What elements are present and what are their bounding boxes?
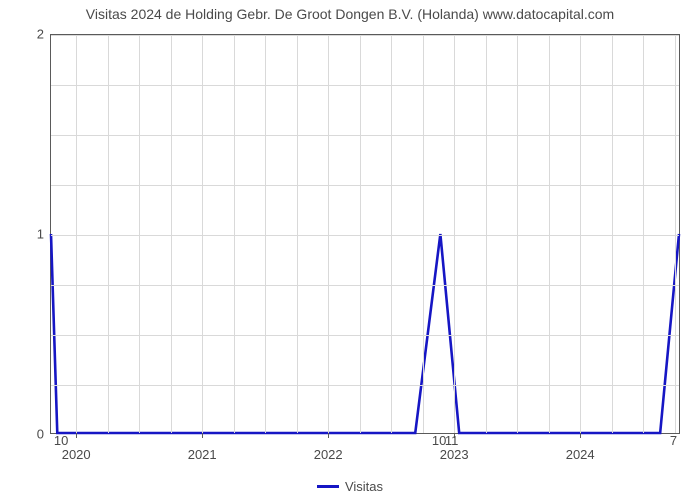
gridline-v-minor (265, 35, 266, 433)
gridline-v-minor (234, 35, 235, 433)
value-annotation: 7 (670, 433, 677, 448)
gridline-h (51, 385, 679, 386)
y-tick-label: 1 (4, 227, 44, 242)
x-year-label: 2021 (188, 447, 217, 462)
gridline-v-minor (139, 35, 140, 433)
x-year-label: 2022 (314, 447, 343, 462)
line-series (51, 35, 679, 433)
gridline-h (51, 335, 679, 336)
gridline-v-minor (171, 35, 172, 433)
gridline-v-minor (108, 35, 109, 433)
gridline-v-minor (643, 35, 644, 433)
x-tick-mark (76, 433, 77, 438)
gridline-v (76, 35, 77, 433)
gridline-v-minor (360, 35, 361, 433)
gridline-v-minor (549, 35, 550, 433)
gridline-v-minor (612, 35, 613, 433)
legend-label: Visitas (345, 479, 383, 494)
gridline-v (580, 35, 581, 433)
gridline-v-minor (297, 35, 298, 433)
x-tick-mark (580, 433, 581, 438)
gridline-h (51, 35, 679, 36)
gridline-v-minor (675, 35, 676, 433)
legend-swatch (317, 485, 339, 488)
y-tick-label: 0 (4, 427, 44, 442)
x-tick-mark (328, 433, 329, 438)
x-year-label: 2023 (440, 447, 469, 462)
gridline-v (454, 35, 455, 433)
gridline-h (51, 185, 679, 186)
gridline-v-minor (517, 35, 518, 433)
x-year-label: 2024 (566, 447, 595, 462)
gridline-v-minor (423, 35, 424, 433)
plot-area: 202020212022202320241010117 (50, 34, 680, 434)
gridline-h (51, 135, 679, 136)
gridline-h (51, 85, 679, 86)
value-annotation: 10 (54, 433, 68, 448)
x-year-label: 2020 (62, 447, 91, 462)
chart-title: Visitas 2024 de Holding Gebr. De Groot D… (0, 6, 700, 22)
gridline-v-minor (486, 35, 487, 433)
x-tick-mark (202, 433, 203, 438)
gridline-v (328, 35, 329, 433)
legend: Visitas (0, 479, 700, 494)
gridline-v (202, 35, 203, 433)
gridline-h (51, 235, 679, 236)
gridline-v-minor (391, 35, 392, 433)
y-tick-label: 2 (4, 27, 44, 42)
value-annotation: 11 (445, 433, 459, 448)
gridline-h (51, 285, 679, 286)
